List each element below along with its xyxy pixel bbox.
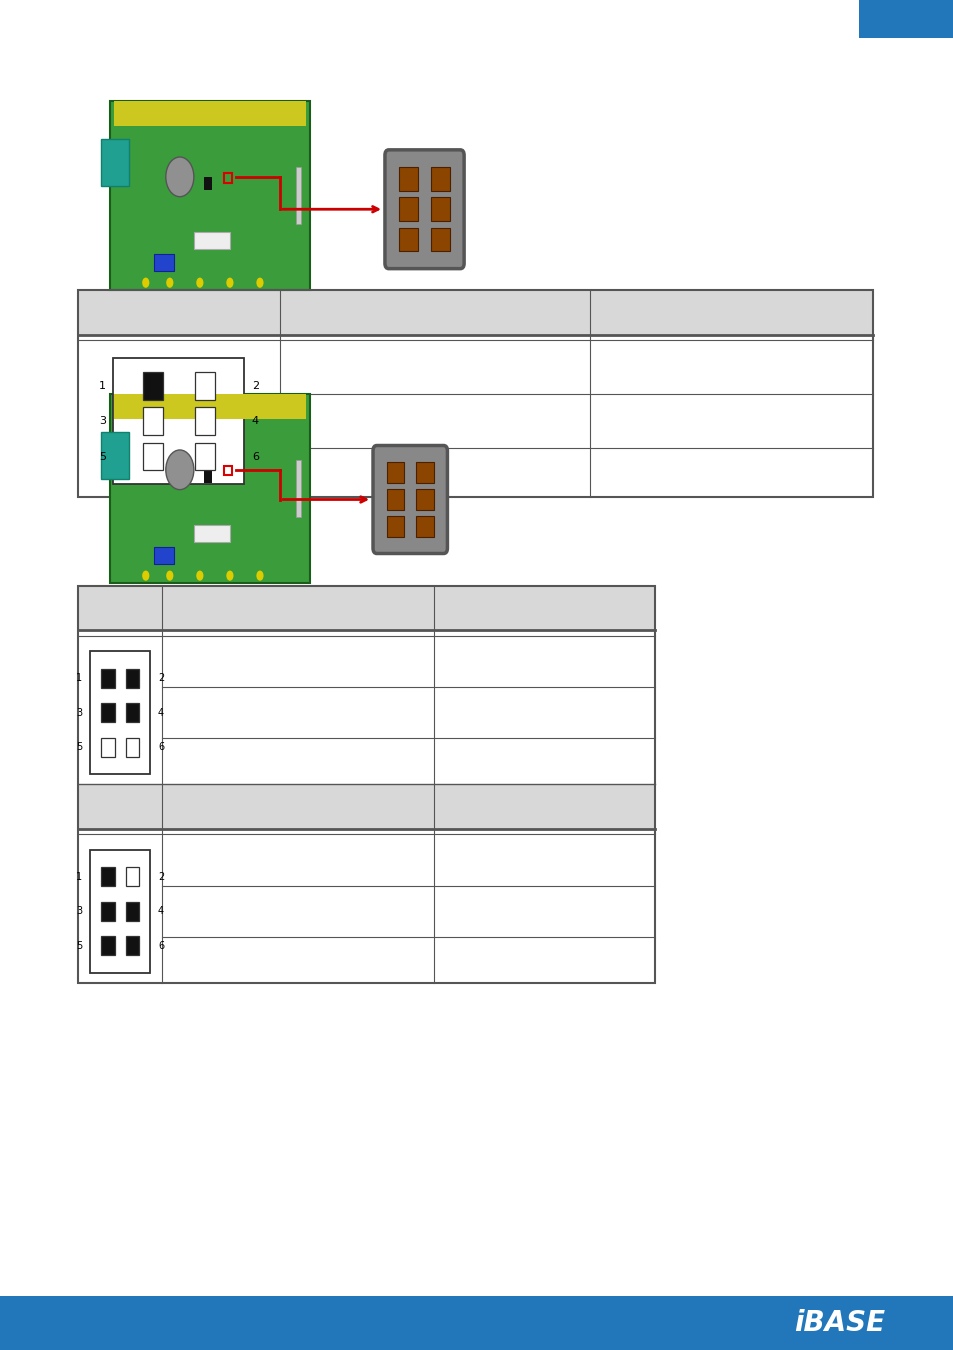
Bar bbox=[101, 902, 114, 921]
Text: 3: 3 bbox=[76, 906, 82, 917]
Bar bbox=[78, 290, 872, 335]
Circle shape bbox=[226, 278, 233, 288]
Bar bbox=[153, 547, 173, 564]
Bar bbox=[90, 849, 151, 973]
Bar bbox=[143, 408, 162, 435]
Bar bbox=[224, 173, 232, 182]
Bar bbox=[204, 470, 212, 483]
Bar bbox=[78, 586, 655, 630]
Text: 5: 5 bbox=[76, 743, 82, 752]
Bar bbox=[0, 1296, 953, 1350]
FancyBboxPatch shape bbox=[384, 150, 463, 269]
Bar bbox=[386, 516, 404, 537]
Text: 1: 1 bbox=[99, 381, 106, 390]
Text: 3: 3 bbox=[99, 416, 106, 427]
Text: 3: 3 bbox=[76, 707, 82, 718]
Text: 1: 1 bbox=[76, 674, 82, 683]
Bar bbox=[143, 371, 162, 400]
Bar bbox=[101, 668, 114, 687]
Circle shape bbox=[166, 278, 173, 288]
Bar bbox=[858, 0, 953, 38]
Bar bbox=[195, 371, 214, 400]
Bar bbox=[126, 902, 139, 921]
Bar bbox=[399, 167, 417, 190]
Circle shape bbox=[142, 571, 150, 580]
Bar bbox=[416, 489, 433, 510]
Bar bbox=[431, 167, 449, 190]
Bar bbox=[431, 197, 449, 221]
Bar bbox=[126, 937, 139, 956]
Circle shape bbox=[166, 157, 193, 197]
Bar bbox=[101, 139, 130, 186]
Bar bbox=[143, 443, 162, 471]
Bar bbox=[195, 443, 214, 471]
Bar bbox=[195, 408, 214, 435]
Bar bbox=[193, 525, 230, 541]
Bar bbox=[204, 177, 212, 190]
Bar bbox=[386, 462, 404, 483]
Circle shape bbox=[256, 571, 263, 580]
Bar bbox=[295, 460, 301, 517]
Bar bbox=[295, 167, 301, 224]
Bar bbox=[78, 290, 872, 497]
Bar bbox=[78, 586, 655, 983]
Bar bbox=[431, 228, 449, 251]
Text: 5: 5 bbox=[99, 452, 106, 462]
Bar bbox=[399, 197, 417, 221]
Text: 4: 4 bbox=[158, 707, 164, 718]
Text: 6: 6 bbox=[158, 941, 164, 950]
Bar bbox=[126, 867, 139, 886]
Bar bbox=[101, 937, 114, 956]
Circle shape bbox=[142, 278, 150, 288]
Text: 2: 2 bbox=[158, 674, 164, 683]
Bar bbox=[399, 228, 417, 251]
Bar bbox=[113, 394, 306, 418]
Bar bbox=[126, 703, 139, 722]
FancyBboxPatch shape bbox=[373, 446, 447, 554]
Circle shape bbox=[166, 571, 173, 580]
Bar bbox=[78, 784, 655, 829]
Bar bbox=[416, 516, 433, 537]
Circle shape bbox=[256, 278, 263, 288]
Circle shape bbox=[226, 571, 233, 580]
Bar bbox=[126, 668, 139, 687]
Text: 1: 1 bbox=[76, 872, 82, 882]
Bar bbox=[101, 738, 114, 757]
Text: 2: 2 bbox=[252, 381, 259, 390]
Bar bbox=[110, 101, 310, 290]
Bar bbox=[386, 489, 404, 510]
Circle shape bbox=[166, 450, 193, 490]
Bar bbox=[113, 358, 244, 485]
Bar bbox=[90, 651, 151, 775]
Text: iBASE: iBASE bbox=[793, 1310, 884, 1336]
Bar bbox=[126, 738, 139, 757]
Bar bbox=[193, 232, 230, 248]
Text: 4: 4 bbox=[252, 416, 259, 427]
Bar bbox=[224, 466, 232, 475]
Text: 6: 6 bbox=[158, 743, 164, 752]
Text: 5: 5 bbox=[76, 941, 82, 950]
Bar bbox=[113, 101, 306, 126]
Bar bbox=[416, 462, 433, 483]
Text: 6: 6 bbox=[252, 452, 258, 462]
Bar bbox=[153, 254, 173, 271]
Bar bbox=[101, 703, 114, 722]
Bar bbox=[101, 432, 130, 479]
Circle shape bbox=[196, 278, 203, 288]
Text: 4: 4 bbox=[158, 906, 164, 917]
Bar bbox=[110, 394, 310, 583]
Text: 2: 2 bbox=[158, 872, 164, 882]
Circle shape bbox=[196, 571, 203, 580]
Bar bbox=[101, 867, 114, 886]
